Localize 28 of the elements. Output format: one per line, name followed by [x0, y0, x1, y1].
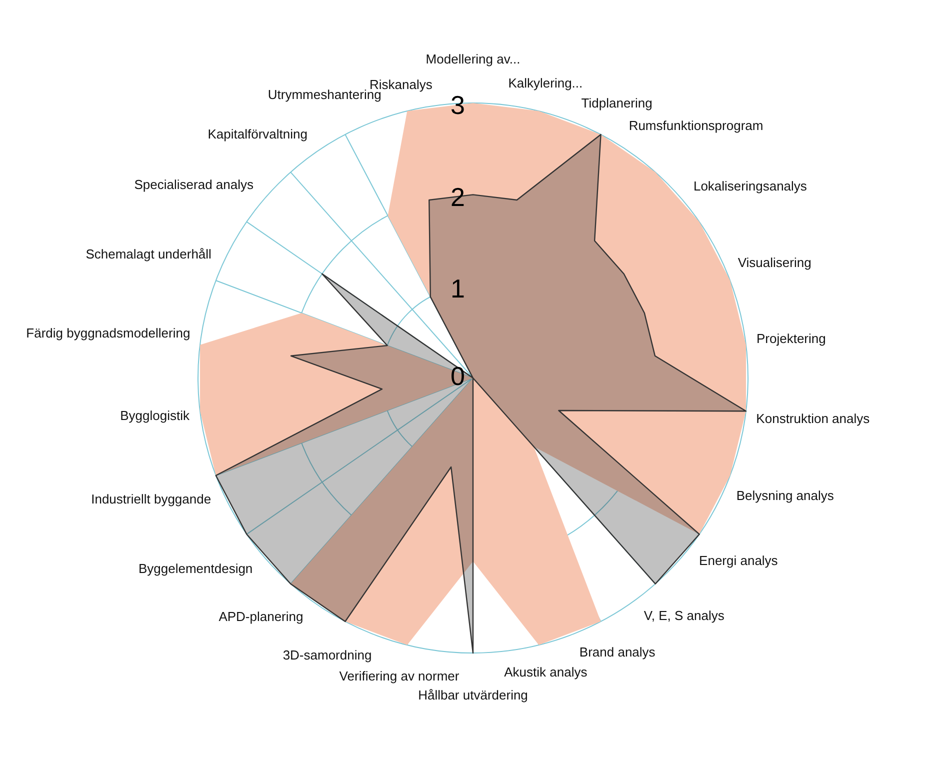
spoke-label: Brand analys — [579, 644, 656, 660]
spoke-label: Visualisering — [738, 255, 812, 270]
spoke-label: Riskanalys — [369, 77, 433, 92]
y-tick-label: 1 — [450, 274, 465, 304]
spoke-label: Verifiering av normer — [339, 668, 460, 684]
spoke-label: Modellering av... — [426, 52, 520, 67]
spoke-label: Akustik analys — [504, 664, 588, 680]
spoke-label: Energi analys — [699, 552, 778, 568]
spoke-label: Hållbar utvärdering — [418, 688, 528, 703]
spoke-label: Byggelementdesign — [138, 561, 253, 576]
spoke-label: Industriellt byggande — [91, 492, 212, 507]
spoke-label: Specialiserad analys — [134, 176, 254, 192]
y-tick-label: 3 — [450, 90, 465, 120]
spoke-label: V, E, S analys — [644, 608, 725, 623]
spoke-label: Projektering — [756, 330, 826, 346]
spoke-label: Lokaliseringsanalys — [693, 178, 808, 194]
spoke-label: 3D-samordning — [282, 647, 372, 662]
spoke-label: Konstruktion analys — [756, 410, 870, 426]
spoke-label: Belysning analys — [736, 488, 834, 503]
spoke-label: Kapitalförvaltning — [208, 126, 308, 142]
spoke-label: Kalkylering... — [508, 76, 583, 91]
spoke-label: Färdig byggnadsmodellering — [26, 325, 190, 340]
spoke-label: APD-planering — [218, 608, 304, 624]
spoke-label: Schemalagt underhåll — [86, 246, 212, 262]
spoke-label: Rumsfunktionsprogram — [628, 118, 764, 133]
spoke-label: Tidplanering — [581, 96, 652, 111]
y-tick-label: 0 — [450, 361, 465, 392]
spoke-label: Bygglogistik — [120, 408, 190, 424]
